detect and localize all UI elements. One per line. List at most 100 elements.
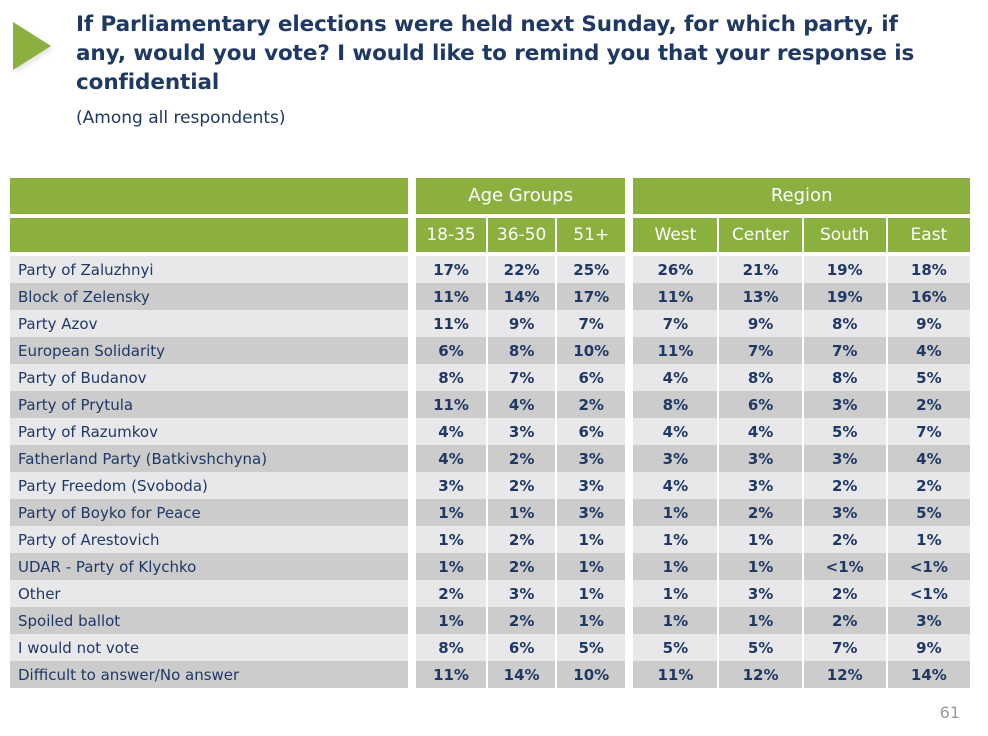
row-label: Other: [10, 580, 408, 607]
cell-region-east: 9%: [885, 634, 970, 661]
cell-region-west: 4%: [633, 418, 718, 445]
cell-region-center: 3%: [717, 580, 802, 607]
cell-age-51+: 6%: [555, 418, 626, 445]
row-label: Party of Budanov: [10, 364, 408, 391]
table-row: Party of Zaluzhnyi 17% 22% 25% 26% 21% 19% 18%: [10, 256, 970, 283]
cell-region-center: 3%: [717, 445, 802, 472]
cell-age-51+: 1%: [555, 580, 626, 607]
row-label: UDAR - Party of Klychko: [10, 553, 408, 580]
cell-region-west: 7%: [633, 310, 718, 337]
cell-age-18-35: 1%: [416, 553, 486, 580]
row-label: Block of Zelensky: [10, 283, 408, 310]
column-gap: [407, 283, 417, 310]
cell-region-south: 5%: [801, 418, 886, 445]
column-gap: [625, 499, 634, 526]
cell-age-36-50: 22%: [485, 256, 556, 283]
cell-region-west: 11%: [633, 661, 718, 688]
column-gap: [407, 418, 417, 445]
column-gap: [407, 256, 417, 283]
corner-cell-lower: [10, 218, 408, 252]
cell-region-south: <1%: [801, 553, 886, 580]
column-gap: [625, 553, 634, 580]
cell-region-east: 4%: [885, 337, 970, 364]
cell-region-south: 7%: [801, 337, 886, 364]
cell-region-center: 4%: [717, 418, 802, 445]
cell-age-36-50: 3%: [485, 580, 556, 607]
column-gap: [625, 391, 634, 418]
page-subtitle: (Among all respondents): [76, 108, 286, 128]
cell-region-south: 3%: [801, 445, 886, 472]
column-gap: [407, 661, 417, 688]
cell-region-west: 1%: [633, 526, 718, 553]
column-gap: [407, 526, 417, 553]
cell-age-51+: 1%: [555, 526, 626, 553]
group-header-row: Age Groups Region: [10, 178, 970, 214]
column-gap: [625, 310, 634, 337]
cell-age-18-35: 6%: [416, 337, 486, 364]
table-row: Party of Razumkov 4% 3% 6% 4% 4% 5% 7%: [10, 418, 970, 445]
column-gap: [625, 445, 634, 472]
cell-age-51+: 10%: [555, 661, 626, 688]
cell-region-west: 1%: [633, 553, 718, 580]
cell-age-18-35: 11%: [416, 283, 486, 310]
cell-age-36-50: 2%: [485, 472, 556, 499]
cell-age-36-50: 14%: [485, 283, 556, 310]
cell-region-east: 9%: [885, 310, 970, 337]
cell-age-51+: 10%: [555, 337, 626, 364]
cell-age-36-50: 14%: [485, 661, 556, 688]
table-header: Age Groups Region 18-35 36-50 51+ West C…: [10, 178, 970, 256]
column-gap: [407, 607, 417, 634]
table-row: Party of Budanov 8% 7% 6% 4% 8% 8% 5%: [10, 364, 970, 391]
column-gap: [407, 499, 417, 526]
column-gap: [407, 364, 417, 391]
cell-age-18-35: 8%: [416, 364, 486, 391]
column-gap: [625, 634, 634, 661]
cell-region-center: 1%: [717, 607, 802, 634]
cell-region-east: 4%: [885, 445, 970, 472]
cell-region-center: 6%: [717, 391, 802, 418]
cell-age-36-50: 9%: [485, 310, 556, 337]
cell-region-west: 11%: [633, 283, 718, 310]
cell-region-center: 13%: [717, 283, 802, 310]
row-label: Difficult to answer/No answer: [10, 661, 408, 688]
table-row: Party of Arestovich 1% 2% 1% 1% 1% 2% 1%: [10, 526, 970, 553]
cell-age-51+: 3%: [555, 472, 626, 499]
cell-region-center: 1%: [717, 553, 802, 580]
column-gap: [625, 418, 634, 445]
cell-region-south: 2%: [801, 526, 886, 553]
column-header-36-50: 36-50: [485, 218, 556, 252]
column-gap: [625, 580, 634, 607]
cell-age-36-50: 3%: [485, 418, 556, 445]
column-gap: [407, 178, 417, 214]
row-label: Party Azov: [10, 310, 408, 337]
cell-region-west: 4%: [633, 364, 718, 391]
table-row: Party Freedom (Svoboda) 3% 2% 3% 4% 3% 2% 2%: [10, 472, 970, 499]
cell-region-east: 1%: [885, 526, 970, 553]
row-label: Party of Boyko for Peace: [10, 499, 408, 526]
cell-region-west: 4%: [633, 472, 718, 499]
table-row: Party Azov 11% 9% 7% 7% 9% 8% 9%: [10, 310, 970, 337]
table-row: Party of Prytula 11% 4% 2% 8% 6% 3% 2%: [10, 391, 970, 418]
cell-age-36-50: 2%: [485, 526, 556, 553]
header-body-separator-row: [10, 252, 970, 256]
cell-age-18-35: 11%: [416, 310, 486, 337]
column-gap: [407, 310, 417, 337]
corner-cell: [10, 178, 408, 214]
row-label: Party of Razumkov: [10, 418, 408, 445]
cell-region-west: 5%: [633, 634, 718, 661]
cell-age-36-50: 2%: [485, 607, 556, 634]
cell-age-18-35: 4%: [416, 445, 486, 472]
cell-age-51+: 25%: [555, 256, 626, 283]
cell-region-south: 8%: [801, 310, 886, 337]
cell-region-south: 8%: [801, 364, 886, 391]
title-block: If Parliamentary elections were held nex…: [76, 10, 936, 129]
column-gap: [625, 283, 634, 310]
cell-region-east: <1%: [885, 553, 970, 580]
cell-region-center: 9%: [717, 310, 802, 337]
table-row: Other 2% 3% 1% 1% 3% 2% <1%: [10, 580, 970, 607]
cell-age-51+: 1%: [555, 607, 626, 634]
cell-age-18-35: 11%: [416, 661, 486, 688]
column-gap: [407, 391, 417, 418]
cell-region-south: 7%: [801, 634, 886, 661]
column-gap: [407, 472, 417, 499]
